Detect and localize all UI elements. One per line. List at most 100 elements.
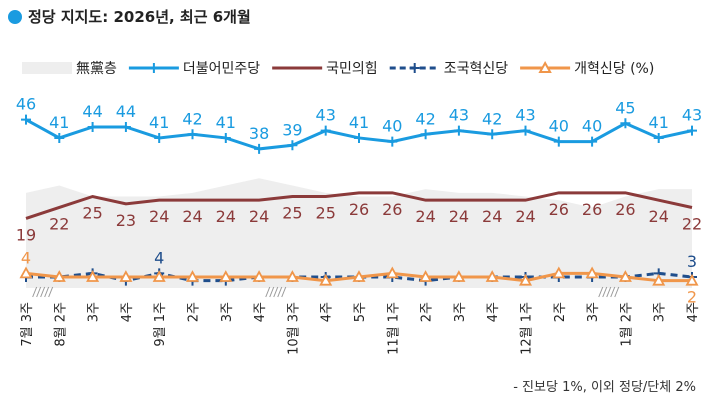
data-point xyxy=(687,125,697,136)
data-point xyxy=(552,266,566,279)
axis-break-mark xyxy=(44,286,50,298)
data-label: 23 xyxy=(116,211,136,230)
legend-label: 개혁신당 (%) xyxy=(574,61,654,77)
data-label: 41 xyxy=(649,113,669,132)
data-point xyxy=(120,121,131,132)
x-tick-label: 8월 2주 xyxy=(53,302,68,347)
data-label: 4 xyxy=(21,248,31,267)
data-point xyxy=(452,270,466,282)
data-label: 25 xyxy=(282,204,302,223)
axis-break-mark xyxy=(281,286,287,298)
data-label: 25 xyxy=(316,204,336,223)
data-point xyxy=(618,270,632,282)
data-label: 42 xyxy=(482,109,502,128)
data-point xyxy=(419,270,433,282)
data-point xyxy=(420,129,431,140)
data-label: 24 xyxy=(249,207,269,226)
x-tick-label: 11월 1주 xyxy=(386,302,401,355)
legend-marker xyxy=(409,63,420,73)
data-point xyxy=(585,266,599,279)
data-label: 24 xyxy=(182,207,202,226)
data-point xyxy=(219,270,233,282)
x-tick-label: 10월 3주 xyxy=(286,302,301,355)
data-label: 44 xyxy=(82,102,102,121)
axis-break-mark xyxy=(606,286,612,298)
data-point xyxy=(287,140,298,151)
data-label: 41 xyxy=(349,113,369,132)
data-point xyxy=(387,136,398,147)
axis-break-mark xyxy=(610,286,616,298)
data-label: 19 xyxy=(16,225,36,244)
data-point xyxy=(620,118,631,129)
data-point xyxy=(19,266,33,279)
data-point xyxy=(220,132,231,143)
data-label: 41 xyxy=(216,113,236,132)
data-label: 40 xyxy=(582,117,602,136)
axis-break-mark xyxy=(265,286,271,298)
legend-label: 조국혁신당 xyxy=(444,61,509,77)
axis-break-mark xyxy=(614,286,620,298)
x-tick-label: 3주 xyxy=(653,302,668,322)
series-line xyxy=(25,191,693,220)
axis-break-mark xyxy=(269,286,275,298)
data-point xyxy=(487,129,498,140)
axis-break-mark xyxy=(48,286,54,298)
data-point xyxy=(320,125,331,136)
chart-title: 정당 지지도: 2026년, 최근 6개월 xyxy=(8,6,251,27)
data-label: 24 xyxy=(216,207,236,226)
data-label: 46 xyxy=(16,95,36,114)
axis-break-mark xyxy=(277,286,283,298)
x-tick-label: 4주 xyxy=(686,302,701,322)
data-label: 40 xyxy=(549,117,569,136)
footnote: - 진보당 1%, 이외 정당/단체 2% xyxy=(513,380,696,395)
data-point xyxy=(152,270,166,282)
data-label: 2 xyxy=(687,288,697,307)
data-label: 43 xyxy=(515,106,535,125)
data-point xyxy=(453,125,464,136)
data-point xyxy=(685,273,699,286)
axis-break-mark xyxy=(32,286,38,298)
data-label: 26 xyxy=(615,200,635,219)
data-point xyxy=(485,270,499,282)
x-tick-label: 2주 xyxy=(420,302,435,322)
x-tick-label: 3주 xyxy=(586,302,601,322)
data-label: 22 xyxy=(49,214,69,233)
data-point xyxy=(587,136,598,147)
x-tick-label: 4주 xyxy=(253,302,268,322)
data-label: 41 xyxy=(49,113,69,132)
data-label: 26 xyxy=(382,200,402,219)
area-undecided xyxy=(26,178,692,288)
data-point xyxy=(86,270,100,282)
data-point xyxy=(252,270,266,282)
data-point xyxy=(553,136,564,147)
data-point xyxy=(254,143,265,154)
data-point xyxy=(52,270,66,282)
data-point xyxy=(385,266,399,279)
data-point xyxy=(518,273,533,286)
data-point xyxy=(285,270,299,282)
data-point xyxy=(87,121,98,132)
x-tick-label: 4주 xyxy=(120,302,135,322)
data-label: 41 xyxy=(149,113,169,132)
axis-break-mark xyxy=(273,286,279,298)
x-tick-label: 3주 xyxy=(87,302,102,322)
x-tick-label: 4주 xyxy=(486,302,501,322)
data-label: 24 xyxy=(482,207,502,226)
data-label: 4 xyxy=(154,248,164,267)
x-tick-label: 2주 xyxy=(553,302,568,322)
data-label: 40 xyxy=(382,117,402,136)
data-label: 24 xyxy=(649,207,669,226)
axis-break-mark xyxy=(36,286,42,298)
data-label: 45 xyxy=(615,98,635,117)
data-label: 44 xyxy=(116,102,136,121)
data-label: 3 xyxy=(687,252,697,271)
data-point xyxy=(119,270,133,282)
axis-break-mark xyxy=(602,286,608,298)
data-label: 22 xyxy=(682,214,702,233)
data-point xyxy=(21,114,31,125)
data-label: 39 xyxy=(282,120,302,139)
data-point xyxy=(319,273,333,286)
data-point xyxy=(352,270,366,282)
